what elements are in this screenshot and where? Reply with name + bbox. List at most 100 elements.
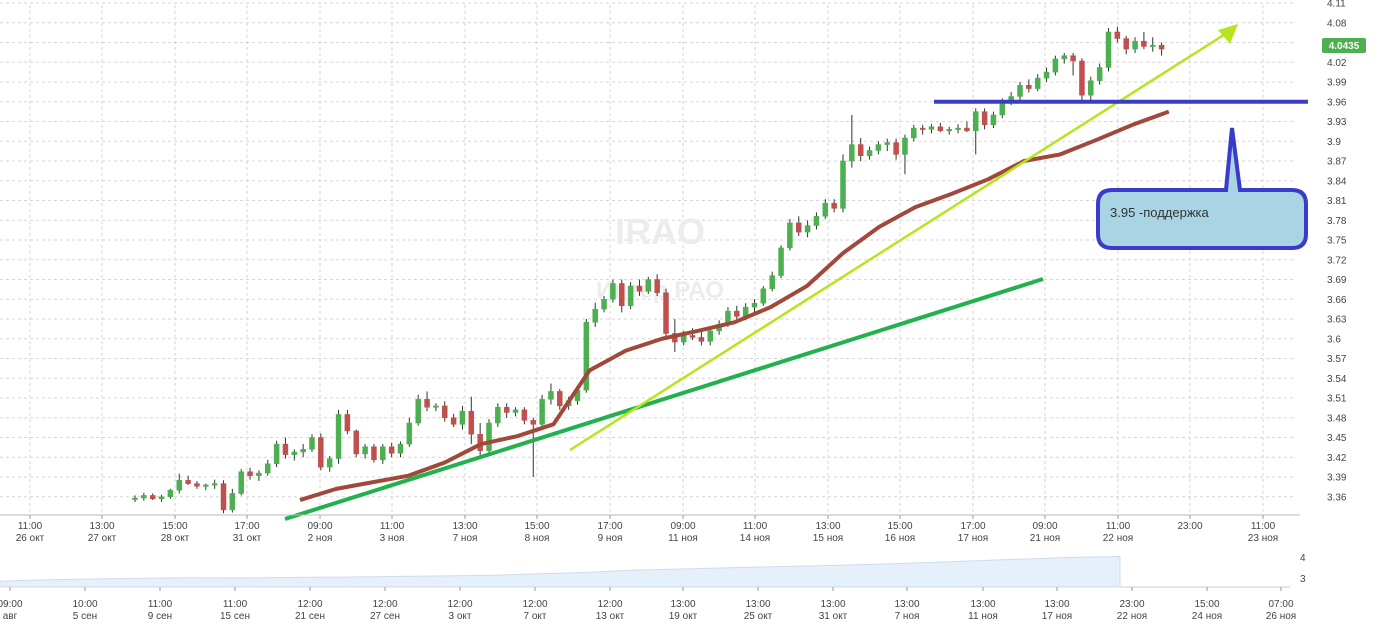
candle	[194, 480, 200, 489]
candle-body	[203, 484, 209, 487]
x-tick-time: 13:00	[815, 521, 840, 532]
candle	[857, 137, 864, 161]
candle	[238, 469, 244, 496]
candle-body	[698, 337, 705, 342]
candle	[1132, 37, 1138, 54]
candle-body	[450, 417, 457, 425]
candle-body	[548, 391, 554, 400]
candle-body	[866, 150, 873, 156]
candle-body	[265, 463, 271, 474]
candle	[548, 383, 554, 405]
candle-body	[831, 202, 837, 209]
candle	[911, 124, 917, 142]
candle	[344, 409, 351, 435]
candle	[318, 433, 324, 471]
x-tick-date: 27 окт	[88, 533, 117, 544]
navigator-x-tick-time: 13:00	[820, 599, 845, 610]
candle-body	[353, 430, 359, 455]
candle-body	[158, 496, 165, 499]
candle	[530, 417, 536, 477]
candle	[1061, 53, 1067, 64]
candle	[220, 480, 227, 514]
candle	[406, 417, 413, 447]
x-tick-date: 31 окт	[233, 533, 262, 544]
candle	[884, 138, 890, 152]
x-tick-time: 15:00	[524, 521, 549, 532]
candle-body	[380, 446, 386, 461]
navigator-x-tick-date: 11 ноя	[968, 611, 998, 622]
candle-body	[919, 127, 926, 130]
x-tick-date: 16 ноя	[885, 533, 915, 544]
support-callout: 3.95 -поддержка	[1096, 127, 1308, 250]
candle-body	[663, 292, 669, 334]
candle-body	[840, 160, 846, 209]
candle-body	[813, 216, 820, 226]
candle	[486, 419, 492, 454]
navigator-y-tick: 4	[1300, 553, 1306, 564]
y-tick-label: 3.96	[1327, 97, 1347, 108]
candle-body	[654, 279, 660, 293]
candle-body	[442, 405, 448, 418]
y-tick-label: 3.99	[1327, 78, 1347, 89]
navigator-x-tick-time: 07:00	[1268, 599, 1293, 610]
navigator-x-tick-date: 21 сен	[295, 611, 325, 622]
x-tick-time: 09:00	[307, 521, 332, 532]
navigator-x-tick-time: 23:00	[1119, 599, 1144, 610]
x-tick-date: 2 ноя	[308, 533, 333, 544]
candle-body	[371, 446, 377, 461]
navigator-x-tick-date: 17 ноя	[1042, 611, 1072, 622]
candle-body	[1105, 31, 1112, 68]
candle	[875, 141, 882, 155]
x-tick-time: 11:00	[18, 521, 43, 532]
candle	[778, 245, 784, 279]
candle	[256, 470, 262, 481]
x-tick-time: 09:00	[670, 521, 695, 532]
candle	[919, 124, 926, 135]
candle-body	[557, 391, 563, 407]
navigator-x-tick-time: 11:00	[223, 599, 248, 610]
candle	[1088, 76, 1094, 101]
y-tick-label: 3.81	[1327, 196, 1347, 207]
candle-body	[211, 483, 218, 486]
candle	[734, 305, 740, 321]
candle-body	[326, 458, 333, 468]
candle	[946, 126, 952, 135]
candle-body	[291, 451, 298, 455]
navigator-x-tick-date: 19 окт	[669, 611, 698, 622]
candle-body	[335, 414, 342, 459]
x-tick-time: 09:00	[1032, 521, 1057, 532]
candle	[663, 288, 669, 339]
candle	[627, 282, 634, 310]
candle-body	[530, 420, 536, 425]
candle-body	[256, 472, 262, 476]
candle	[1105, 28, 1112, 72]
navigator-area	[0, 555, 1121, 588]
lime-trend-arrowhead	[1218, 24, 1238, 44]
y-tick-label: 3.6	[1327, 334, 1341, 345]
navigator-x-tick-time: 13:00	[1044, 599, 1069, 610]
candle-body	[928, 126, 935, 130]
navigator[interactable]: 43	[0, 545, 1306, 588]
candle	[1158, 42, 1165, 56]
navigator-x-tick-date: 7 ноя	[895, 611, 920, 622]
candle	[937, 122, 944, 133]
candle-body	[610, 283, 616, 300]
candle-body	[1070, 55, 1076, 62]
candle	[185, 475, 191, 485]
y-tick-label: 3.45	[1327, 433, 1347, 444]
candle	[512, 407, 519, 417]
navigator-x-tick-time: 15:00	[1194, 599, 1219, 610]
navigator-x-tick-date: 25 окт	[744, 611, 773, 622]
candle	[796, 216, 802, 237]
candle	[866, 146, 873, 160]
candle	[442, 401, 448, 422]
navigator-x-tick-time: 13:00	[970, 599, 995, 610]
y-tick-label: 3.36	[1327, 492, 1347, 503]
x-tick-date: 17 ноя	[958, 533, 988, 544]
candle	[291, 449, 298, 461]
y-tick-label: 3.69	[1327, 275, 1347, 286]
candle-body	[238, 471, 244, 494]
candle-body	[512, 409, 519, 413]
navigator-x-tick-date: авг	[3, 611, 18, 622]
